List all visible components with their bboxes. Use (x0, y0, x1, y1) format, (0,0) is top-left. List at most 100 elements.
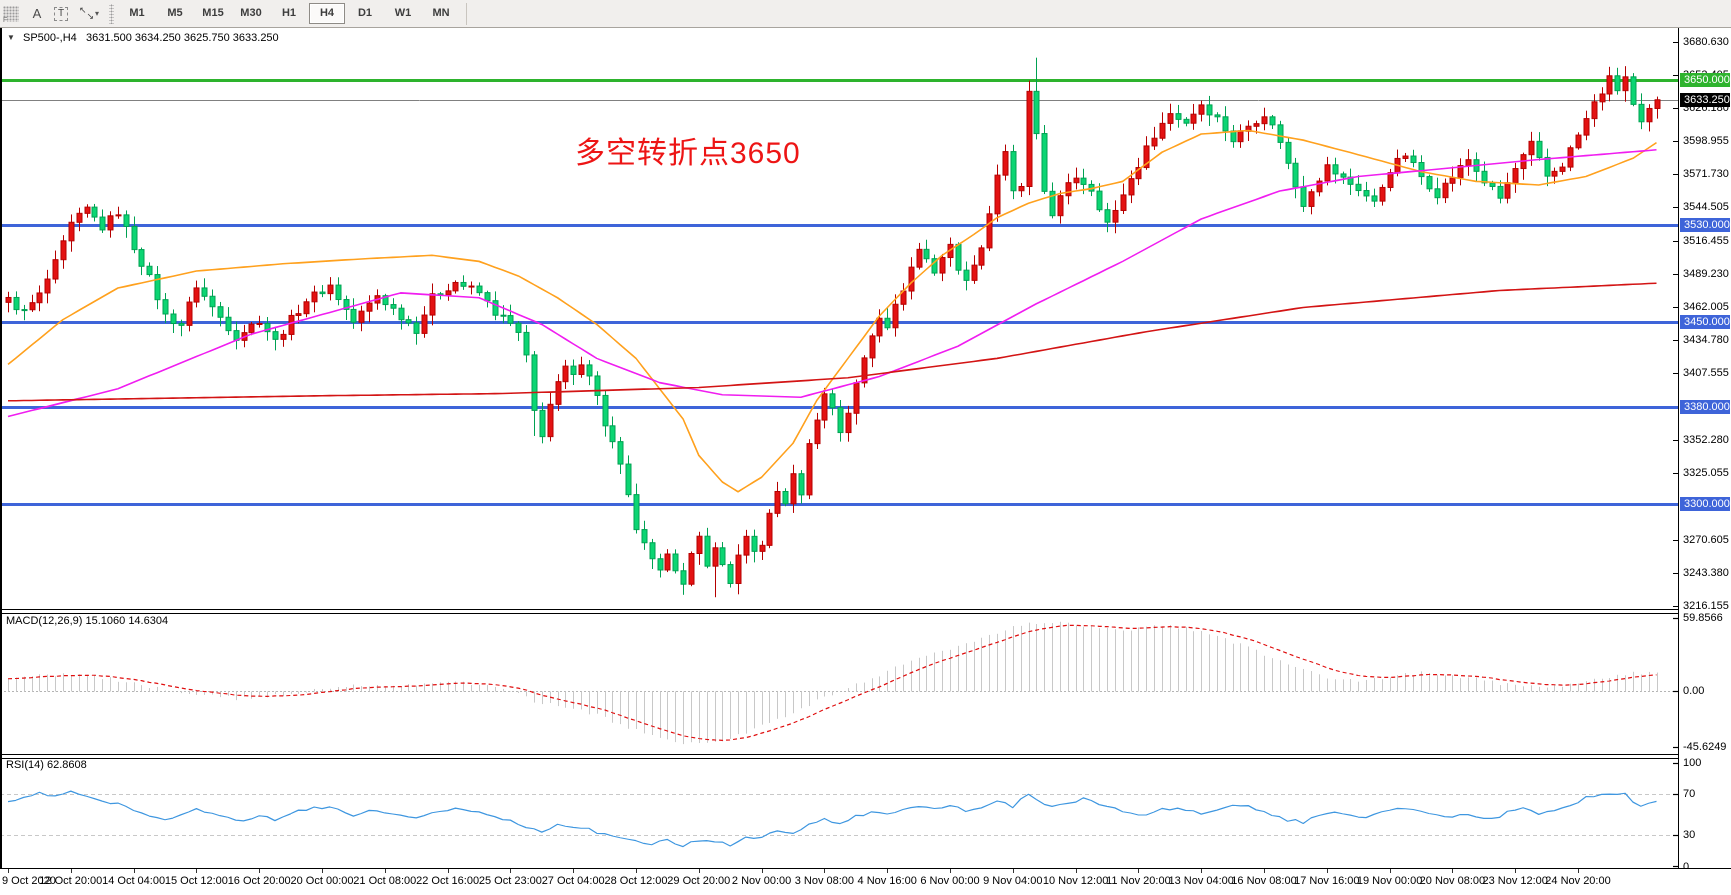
chart-annotation-text: 多空转折点3650 (575, 137, 801, 170)
time-tick-mark (134, 869, 135, 873)
macd-pane[interactable] (0, 613, 1678, 754)
time-tick-mark (1327, 869, 1328, 873)
time-tick-label: 19 Nov 00:00 (1356, 875, 1423, 887)
price-tick-label: 3434.780 (1683, 334, 1729, 347)
time-tick-mark (322, 869, 323, 873)
chevron-down-icon[interactable]: ▾ (94, 9, 99, 18)
toolbar-separator-handle (109, 3, 114, 24)
macd-label: MACD(12,26,9) 15.1060 14.6304 (6, 615, 169, 627)
time-tick-label: 11 Nov 20:00 (1106, 875, 1171, 887)
arrow-tool-button[interactable]: A (32, 6, 42, 21)
price-tick-label: 3544.505 (1683, 201, 1729, 214)
time-tick-label: 29 Oct 20:00 (667, 875, 731, 887)
timeframe-m5[interactable]: M5 (167, 7, 183, 19)
time-tick-label: 17 Nov 16:00 (1294, 875, 1360, 887)
time-tick-label: 20 Nov 08:00 (1419, 875, 1486, 887)
pane-divider-rsi[interactable] (0, 754, 1678, 759)
time-tick-mark (510, 869, 511, 873)
chart-title: ▼ SP500-,H4 3631.500 3634.250 3625.750 3… (7, 32, 279, 44)
chart-left-border (0, 28, 2, 868)
rsi-tick-label: 30 (1683, 829, 1696, 842)
level-price-badge: 3300.000 (1680, 496, 1730, 511)
rsi-value: 62.8608 (46, 759, 87, 771)
text-tool-button[interactable]: T (50, 4, 72, 24)
rsi-tick-label: 70 (1683, 788, 1696, 801)
price-tick-label: 3270.605 (1683, 533, 1729, 546)
pane-divider-macd[interactable] (0, 609, 1678, 614)
cursor-tool-icon: ↖ ↘ (78, 5, 94, 21)
time-tick-label: 14 Oct 04:00 (102, 875, 166, 887)
price-tick-label: 3598.955 (1683, 135, 1729, 148)
time-tick-mark (573, 869, 574, 873)
time-tick-label: 22 Oct 16:00 (416, 875, 480, 887)
timeframe-d1[interactable]: D1 (357, 7, 373, 19)
time-tick-mark (1264, 869, 1265, 873)
time-tick-mark (1452, 869, 1453, 873)
time-tick-mark (1076, 869, 1077, 873)
time-tick-mark (887, 869, 888, 873)
level-price-badge: 3450.000 (1680, 315, 1730, 329)
price-chart-pane[interactable] (0, 28, 1678, 608)
time-axis[interactable]: 9 Oct 2020 12 Oct 20:00 14 Oct 04:00 15 Oct… (0, 869, 1731, 895)
price-tick-label: 3325.055 (1683, 467, 1729, 480)
time-tick-label: 9 Nov 04:00 (983, 875, 1043, 887)
time-tick-label: 2 Nov 00:00 (731, 875, 792, 887)
time-tick-label: 12 Oct 20:00 (39, 875, 103, 887)
price-tick-label: 3462.005 (1683, 301, 1729, 314)
timeframe-h1[interactable]: H1 (281, 7, 297, 19)
time-tick-label: 15 Oct 12:00 (164, 875, 228, 887)
price-tick-label: 3571.730 (1683, 168, 1729, 181)
time-tick-mark (1138, 869, 1139, 873)
time-tick-mark (448, 869, 449, 873)
rsi-tick-label: 100 (1683, 757, 1702, 769)
chart-window: ▼ SP500-,H4 3631.500 3634.250 3625.750 3… (0, 28, 1731, 895)
timeframe-mn[interactable]: MN (432, 7, 450, 19)
time-tick-label: 6 Nov 00:00 (920, 875, 980, 887)
time-tick-mark (950, 869, 951, 873)
price-tick-label: 3352.280 (1683, 434, 1729, 447)
time-tick-label: 23 Nov 12:00 (1482, 875, 1548, 887)
time-tick-mark (196, 869, 197, 873)
price-tick-label: 3489.230 (1683, 268, 1729, 281)
time-tick-mark (1013, 869, 1014, 873)
level-price-badge: 3530.000 (1680, 218, 1730, 232)
collapse-triangle-icon[interactable]: ▼ (7, 33, 15, 42)
time-tick-mark (71, 869, 72, 873)
toolbar-separator (466, 2, 467, 25)
timeframe-m15[interactable]: M15 (202, 7, 224, 19)
time-tick-label: 25 Oct 23:00 (478, 875, 542, 887)
time-tick-mark (259, 869, 260, 873)
time-tick-label: 27 Oct 04:00 (541, 875, 605, 887)
timeframe-m30[interactable]: M30 (240, 7, 262, 19)
toolbar-drag-handle[interactable]: F (3, 5, 19, 24)
time-tick-mark (1515, 869, 1516, 873)
timeframe-h4[interactable]: H4 (309, 3, 345, 24)
price-tick-label: 3407.555 (1683, 367, 1729, 380)
macd-tick-label: 0.00 (1683, 685, 1705, 697)
level-price-badge: 3650.000 (1680, 72, 1730, 87)
time-tick-mark (1578, 869, 1579, 873)
timeframe-w1[interactable]: W1 (394, 7, 412, 19)
price-axis[interactable]: 3680.6303653.4053626.1803598.9553571.730… (1679, 28, 1731, 873)
time-tick-label: 9 Oct 2020 (2, 875, 56, 887)
price-tick-label: 3516.455 (1683, 235, 1729, 248)
timeframe-m1[interactable]: M1 (129, 7, 145, 19)
macd-signal-value: 14.6304 (128, 615, 169, 627)
cursor-tool-button[interactable]: ↖ ↘ ▾ (74, 4, 104, 24)
time-tick-label: 13 Nov 04:00 (1168, 875, 1234, 887)
macd-tick-label: 59.8566 (1683, 611, 1723, 624)
price-tick-label: 3680.630 (1683, 36, 1729, 49)
price-tick-label: 3243.380 (1683, 566, 1729, 579)
time-tick-label: 24 Nov 20:00 (1545, 875, 1611, 887)
price-axis-border (1678, 28, 1679, 868)
time-tick-label: 4 Nov 16:00 (857, 875, 917, 887)
time-tick-label: 3 Nov 08:00 (794, 875, 855, 887)
rsi-pane[interactable] (0, 758, 1678, 868)
macd-tick-label: -45.6249 (1683, 740, 1727, 753)
time-tick-label: 10 Nov 12:00 (1042, 875, 1109, 887)
timeframe-buttons: M1 M5 M15 M30 H1 H4 D1 W1 MN (118, 0, 460, 27)
ohlc-values: 3631.500 3634.250 3625.750 3633.250 (85, 32, 279, 44)
time-tick-mark (824, 869, 825, 873)
time-tick-mark (636, 869, 637, 873)
time-tick-label: 21 Oct 08:00 (353, 875, 417, 887)
